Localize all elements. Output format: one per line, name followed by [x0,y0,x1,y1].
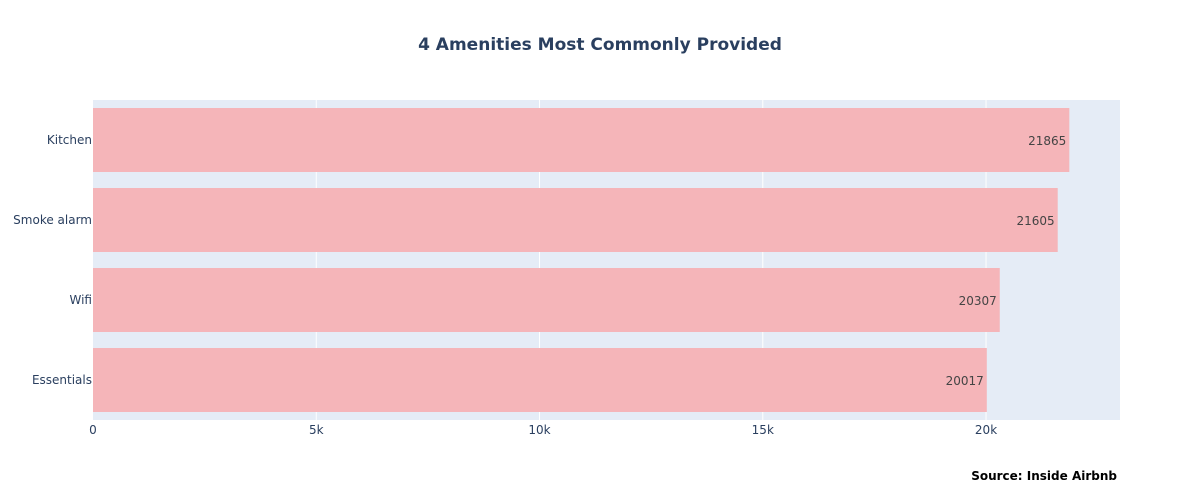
y-tick-label: Kitchen [47,133,92,147]
bar-kitchen [93,108,1070,172]
bar-smoke-alarm [93,188,1058,252]
y-tick-label: Essentials [32,373,92,387]
source-note: Source: Inside Airbnb [971,469,1117,483]
bar-wifi [93,268,1000,332]
x-tick-label: 15k [752,423,774,437]
y-axis-tick-labels: Kitchen Smoke alarm Wifi Essentials [13,133,92,387]
y-tick-label: Wifi [70,293,93,307]
bars [93,108,1070,412]
data-labels: 21865 21605 20307 20017 [946,134,1067,388]
chart-title: 4 Amenities Most Commonly Provided [418,35,782,55]
data-label: 21605 [1017,214,1055,228]
data-label: 21865 [1028,134,1066,148]
x-tick-label: 20k [975,423,997,437]
x-axis-tick-labels: 0 5k 10k 15k 20k [89,423,997,437]
x-tick-label: 0 [89,423,97,437]
bar-essentials [93,348,987,412]
data-label: 20017 [946,374,984,388]
y-tick-label: Smoke alarm [13,213,92,227]
x-tick-label: 5k [309,423,324,437]
x-tick-label: 10k [528,423,550,437]
data-label: 20307 [959,294,997,308]
